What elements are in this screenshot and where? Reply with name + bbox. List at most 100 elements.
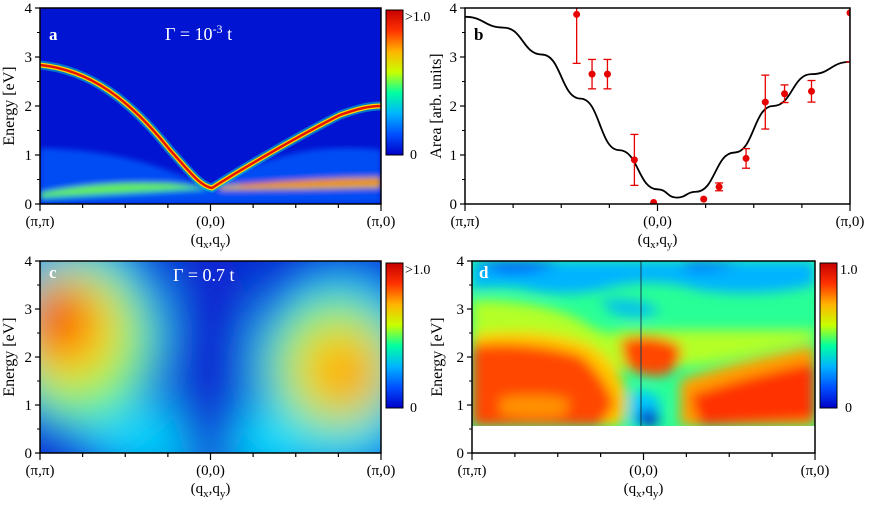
panel-a: a Γ = 10-3 t >1.0 0 bbox=[39, 7, 430, 205]
panel-b-background bbox=[465, 8, 850, 204]
panel-d-colorbar-bottom: 0 bbox=[845, 401, 852, 416]
ytick-label-c-2: 2 bbox=[25, 350, 33, 366]
panel-b-point-11 bbox=[846, 8, 850, 63]
panel-c-colorbar-top: >1.0 bbox=[405, 263, 430, 278]
panel-b-marker-11 bbox=[846, 9, 850, 17]
ytick-label-a-0: 0 bbox=[25, 197, 33, 213]
panel-b-points bbox=[572, 8, 850, 204]
xaxis-label-part-d-4: ) bbox=[658, 481, 663, 497]
ytick-label-d-2: 2 bbox=[457, 350, 465, 366]
xaxis-label-part-c-2: ,q bbox=[209, 481, 221, 497]
panel-b-label: b bbox=[474, 25, 483, 44]
axes-a: 0 1 2 3 4 (π,π) (0,0) (π,0) (qx,qy) Energy [eV] bbox=[1, 1, 395, 251]
axes-d: 0 1 2 3 4 (π,π) (0,0) (π,0) (qx,qy) Energy [eV] bbox=[429, 254, 829, 500]
xaxis-label-part-d-2: ,q bbox=[642, 481, 654, 497]
xtick-label-a-0: (π,π) bbox=[26, 214, 55, 230]
xaxis-label-part-b-4: ) bbox=[672, 232, 677, 248]
panel-b-fit-curve bbox=[465, 15, 850, 199]
xaxis-label-part-b-2: ,q bbox=[656, 232, 668, 248]
xtick-label-c-2: (π,0) bbox=[367, 463, 396, 479]
xtick-label-d-1: (0,0) bbox=[629, 463, 658, 479]
panel-b-point-9 bbox=[780, 84, 789, 104]
xaxis-label-b: (qx,qy) bbox=[638, 232, 678, 251]
panel-c-heatmap bbox=[40, 261, 381, 453]
xaxis-label-part-a-1: x bbox=[203, 239, 209, 251]
panel-b-point-10 bbox=[807, 79, 816, 103]
panel-b-marker-2 bbox=[603, 70, 611, 78]
panel-a-colorbar-top: >1.0 bbox=[405, 10, 430, 25]
yaxis-label-b: Area [arb. units] bbox=[428, 53, 445, 158]
panel-a-heatmap bbox=[40, 8, 381, 204]
panel-b-marker-1 bbox=[588, 70, 596, 78]
xaxis-label-part-c-3: y bbox=[220, 488, 226, 500]
xtick-label-c-0: (π,π) bbox=[26, 463, 55, 479]
panel-b-point-3 bbox=[630, 133, 639, 187]
xtick-label-b-1: (0,0) bbox=[643, 214, 672, 230]
xaxis-label-part-a-3: y bbox=[220, 239, 226, 251]
xaxis-label-part-c-1: x bbox=[203, 488, 209, 500]
xaxis-label-a: (qx,qy) bbox=[191, 232, 231, 251]
panel-b-point-5 bbox=[700, 195, 708, 203]
panel-d-colorbar-top: 1.0 bbox=[840, 263, 858, 278]
ytick-label-c-4: 4 bbox=[25, 254, 33, 270]
xtick-label-c-1: (0,0) bbox=[196, 463, 225, 479]
yaxis-label-c: Energy [eV] bbox=[1, 317, 18, 396]
xtick-label-d-0: (π,π) bbox=[458, 463, 487, 479]
panel-b-point-7 bbox=[742, 147, 751, 169]
panel-b-point-4 bbox=[650, 199, 658, 204]
panel-b-marker-7 bbox=[742, 154, 750, 162]
panel-a-continuum bbox=[40, 147, 381, 204]
xaxis-label-part-d-0: (q bbox=[624, 481, 637, 497]
panel-b-marker-0 bbox=[573, 10, 581, 18]
ytick-label-b-1: 1 bbox=[450, 148, 458, 164]
xaxis-label-part-c-0: (q bbox=[191, 481, 204, 497]
ytick-label-b-0: 0 bbox=[450, 197, 458, 213]
panel-b-marker-6 bbox=[715, 183, 723, 191]
panel-a-label: a bbox=[49, 25, 58, 44]
panel-b-marker-10 bbox=[808, 87, 815, 95]
yaxis-label-a: Energy [eV] bbox=[1, 66, 18, 145]
panel-d-colorbar bbox=[819, 262, 838, 409]
ytick-label-a-4: 4 bbox=[25, 1, 33, 17]
ytick-label-d-1: 1 bbox=[457, 398, 465, 414]
ytick-label-d-0: 0 bbox=[457, 446, 465, 462]
ytick-label-d-3: 3 bbox=[457, 302, 465, 318]
panel-c-colorbar-bottom: 0 bbox=[410, 401, 417, 416]
ytick-label-b-2: 2 bbox=[450, 99, 458, 115]
xaxis-label-part-a-2: ,q bbox=[209, 232, 221, 248]
xtick-label-a-1: (0,0) bbox=[196, 214, 225, 230]
xtick-label-b-2: (π,0) bbox=[836, 214, 865, 230]
panel-b-point-8 bbox=[761, 74, 770, 130]
ytick-label-c-1: 1 bbox=[25, 398, 33, 414]
xaxis-label-part-a-0: (q bbox=[191, 232, 204, 248]
panel-b-point-1 bbox=[588, 58, 597, 90]
panel-a-gamma-prefix: Γ = 10 bbox=[165, 24, 213, 44]
ytick-label-b-3: 3 bbox=[450, 50, 458, 66]
panel-a-gamma: Γ = 10-3 t bbox=[165, 22, 232, 44]
panel-d-heatmap bbox=[472, 261, 815, 426]
panel-b-point-0 bbox=[572, 8, 581, 65]
panel-b-marker-4 bbox=[650, 199, 658, 204]
panel-a-colorbar-bottom: 0 bbox=[410, 148, 417, 163]
ytick-label-d-4: 4 bbox=[457, 254, 465, 270]
xaxis-label-d: (qx,qy) bbox=[624, 481, 664, 500]
panel-b-point-2 bbox=[603, 58, 612, 90]
panel-b-marker-9 bbox=[781, 90, 789, 98]
xaxis-label-c: (qx,qy) bbox=[191, 481, 231, 500]
xaxis-label-part-a-4: ) bbox=[225, 232, 230, 248]
panel-c-label: c bbox=[49, 263, 57, 282]
xtick-label-d-2: (π,0) bbox=[801, 463, 830, 479]
ytick-label-c-3: 3 bbox=[25, 302, 33, 318]
panel-a-colorbar bbox=[385, 9, 404, 156]
ytick-label-b-4: 4 bbox=[450, 1, 458, 17]
ytick-label-c-0: 0 bbox=[25, 446, 33, 462]
axes-c: 0 1 2 3 4 (π,π) (0,0) (π,0) (qx,qy) Energy [eV] bbox=[1, 254, 395, 500]
xaxis-label-part-d-1: x bbox=[636, 488, 642, 500]
xaxis-label-part-b-1: x bbox=[650, 239, 656, 251]
panel-d: d 1.0 0 bbox=[471, 260, 858, 454]
xtick-label-a-2: (π,0) bbox=[367, 214, 396, 230]
panel-c: c Γ = 0.7 t >1.0 0 bbox=[39, 260, 430, 454]
xtick-label-b-0: (π,π) bbox=[451, 214, 480, 230]
yaxis-label-d: Energy [eV] bbox=[429, 317, 446, 396]
